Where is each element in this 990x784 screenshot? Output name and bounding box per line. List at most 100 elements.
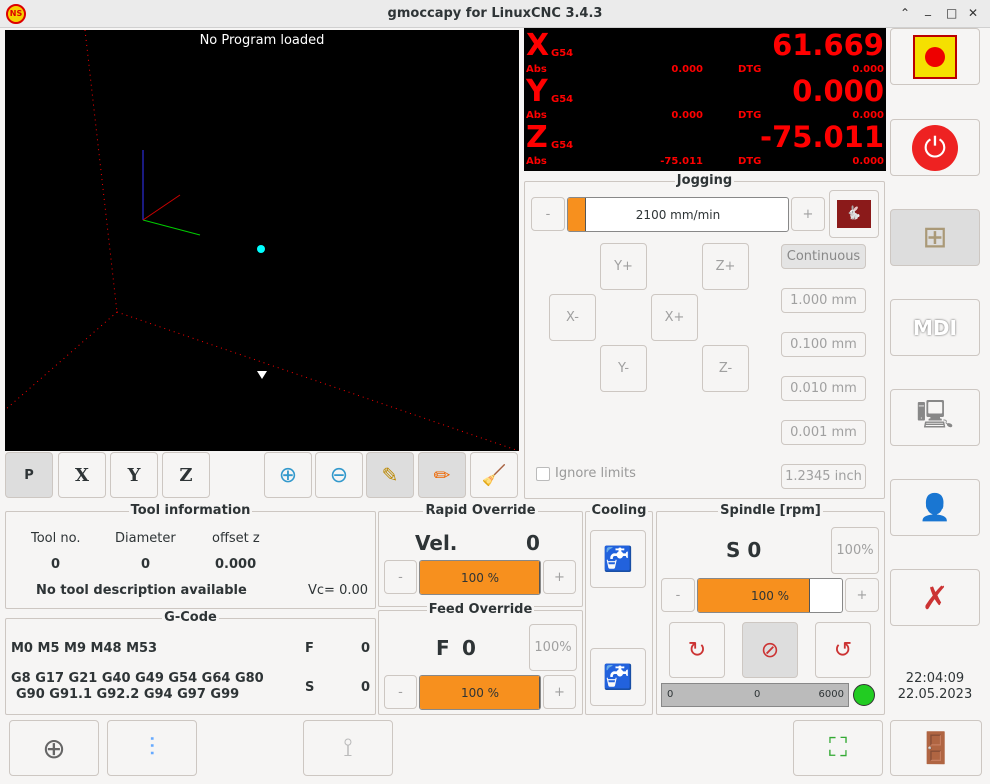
machine-power-button[interactable]: ⏻ xyxy=(890,119,980,176)
tool-no-value: 0 xyxy=(51,557,61,572)
spindle-stop-button[interactable]: ⊘ xyxy=(742,622,798,678)
spindle-minus-button[interactable]: - xyxy=(661,578,695,612)
cutting-speed: Vc= 0.00 xyxy=(308,583,369,598)
gcode-preview[interactable]: No Program loaded xyxy=(5,30,519,451)
clear-plot-button[interactable]: 🧹 xyxy=(470,452,518,498)
window-title: gmoccapy for LinuxCNC 3.4.3 xyxy=(387,6,603,21)
z-dtg-value: 0.000 xyxy=(852,156,884,167)
diameter-value: 0 xyxy=(141,557,151,572)
turtle-rabbit-button[interactable]: 🐇 xyxy=(829,190,879,238)
z-value[interactable]: -75.011 xyxy=(760,120,884,154)
y-coord-system: G54 xyxy=(551,94,574,105)
slider-fill xyxy=(420,676,540,709)
increment-continuous[interactable]: Continuous xyxy=(781,244,866,269)
broom-icon: 🧹 xyxy=(481,463,507,487)
increment-0.1mm[interactable]: 0.100 mm xyxy=(781,332,866,357)
rapid-override-title: Rapid Override xyxy=(423,503,538,518)
settings-button[interactable]: ✗ xyxy=(890,569,980,626)
speed-value: 0 xyxy=(361,680,371,695)
gauge-value: 0 xyxy=(754,689,761,700)
spindle-override-slider[interactable]: 100 % xyxy=(697,578,843,613)
tool-table-icon: ⫶ xyxy=(148,732,156,763)
show-tool-path-button[interactable]: ✏ xyxy=(418,452,466,498)
jog-z-minus-button[interactable]: Z- xyxy=(702,345,749,392)
auto-mode-button[interactable]: 🖳 xyxy=(890,389,980,446)
exit-button[interactable]: 🚪 xyxy=(890,720,982,776)
view-perspective-button[interactable]: P xyxy=(5,452,53,498)
y-value[interactable]: 0.000 xyxy=(792,74,884,108)
increment-inch[interactable]: 1.2345 inch xyxy=(781,464,866,489)
jog-pad-icon: ⊞ xyxy=(922,220,948,255)
tool-table-button[interactable]: ⫶ xyxy=(107,720,197,776)
zoom-out-icon: ⊖ xyxy=(329,462,349,488)
ignore-limits-checkbox[interactable] xyxy=(536,467,550,481)
view-y-button[interactable]: Y xyxy=(110,452,158,498)
x-value[interactable]: 61.669 xyxy=(772,28,884,62)
mdi-mode-button[interactable]: MDI xyxy=(890,299,980,356)
spindle-stop-icon: ⊘ xyxy=(760,637,780,663)
spindle-at-speed-led xyxy=(853,684,875,706)
tool-description: No tool description available xyxy=(36,583,247,598)
maximize-button[interactable]: □ xyxy=(946,6,958,20)
feed-override-slider[interactable]: 100 % xyxy=(419,675,541,710)
spindle-reset-button[interactable]: 100% xyxy=(831,527,879,574)
feed-minus-button[interactable]: - xyxy=(384,675,417,709)
spindle-title: Spindle [rpm] xyxy=(718,503,823,518)
feed-plus-button[interactable]: + xyxy=(543,675,576,709)
show-dimensions-button[interactable]: ✎ xyxy=(366,452,414,498)
increment-0.001mm[interactable]: 0.001 mm xyxy=(781,420,866,445)
active-gcodes-line2: G90 G91.1 G92.2 G94 G97 G99 xyxy=(16,687,240,702)
x-axis-line xyxy=(142,194,181,221)
zoom-out-button[interactable]: ⊖ xyxy=(315,452,363,498)
minimize-all-icon[interactable]: ⌃ xyxy=(900,6,911,20)
jog-y-plus-button[interactable]: Y+ xyxy=(600,243,647,290)
jog-speed-plus-button[interactable]: + xyxy=(791,197,825,231)
touch-off-button[interactable]: ⊕ xyxy=(9,720,99,776)
close-button[interactable]: ✕ xyxy=(968,6,979,20)
increment-0.01mm[interactable]: 0.010 mm xyxy=(781,376,866,401)
flood-button[interactable]: 🚰 xyxy=(590,530,646,588)
dro-display: X G54 61.669 Abs 0.000 DTG 0.000 Y G54 0… xyxy=(524,28,886,171)
jog-y-minus-button[interactable]: Y- xyxy=(600,345,647,392)
z-coord-system: G54 xyxy=(551,140,574,151)
zoom-in-button[interactable]: ⊕ xyxy=(264,452,312,498)
mist-button[interactable]: 🚰 xyxy=(590,648,646,706)
rapid-plus-button[interactable]: + xyxy=(543,560,576,594)
jog-speed-slider[interactable]: 2100 mm/min xyxy=(567,197,789,232)
spindle-plus-button[interactable]: + xyxy=(845,578,879,612)
title-bar: NS gmoccapy for LinuxCNC 3.4.3 ⌃ _ □ ✕ xyxy=(0,0,990,28)
spindle-forward-button[interactable]: ↻ xyxy=(669,622,725,678)
tools-icon: ✗ xyxy=(921,578,949,617)
spindle-speed-gauge: 0 0 6000 xyxy=(661,683,849,707)
view-z-button[interactable]: Z xyxy=(162,452,210,498)
feed-reset-button[interactable]: 100% xyxy=(529,624,577,671)
increment-1mm[interactable]: 1.000 mm xyxy=(781,288,866,313)
offset-z-header: offset z xyxy=(212,531,260,546)
feed-label: F xyxy=(305,641,314,656)
rabbit-icon: 🐇 xyxy=(837,200,871,228)
user-tabs-button[interactable]: 👤 xyxy=(890,479,980,536)
jog-x-minus-button[interactable]: X- xyxy=(549,294,596,341)
flood-coolant-icon: 🚰 xyxy=(603,545,633,573)
minimize-button[interactable]: _ xyxy=(925,2,931,16)
origin-marker-icon xyxy=(257,245,265,253)
spindle-reverse-button[interactable]: ↺ xyxy=(815,622,871,678)
manual-mode-button[interactable]: ⊞ xyxy=(890,209,980,266)
jog-x-plus-button[interactable]: X+ xyxy=(651,294,698,341)
z-letter: Z xyxy=(526,120,548,155)
x-dtg-value: 0.000 xyxy=(852,64,884,75)
active-mcodes: M0 M5 M9 M48 M53 xyxy=(11,641,158,656)
fullscreen-button[interactable]: ⛶ xyxy=(793,720,883,776)
tool-info-title: Tool information xyxy=(128,503,253,518)
diameter-header: Diameter xyxy=(115,531,176,546)
estop-button[interactable] xyxy=(890,28,980,85)
view-x-button[interactable]: X xyxy=(58,452,106,498)
x-coord-system: G54 xyxy=(551,48,574,59)
rapid-minus-button[interactable]: - xyxy=(384,560,417,594)
change-tool-button[interactable]: ⟟ xyxy=(303,720,393,776)
jog-z-plus-button[interactable]: Z+ xyxy=(702,243,749,290)
slider-fill xyxy=(420,561,540,594)
jog-speed-minus-button[interactable]: - xyxy=(531,197,565,231)
rapid-override-slider[interactable]: 100 % xyxy=(419,560,541,595)
view-z-label: Z xyxy=(179,464,193,486)
